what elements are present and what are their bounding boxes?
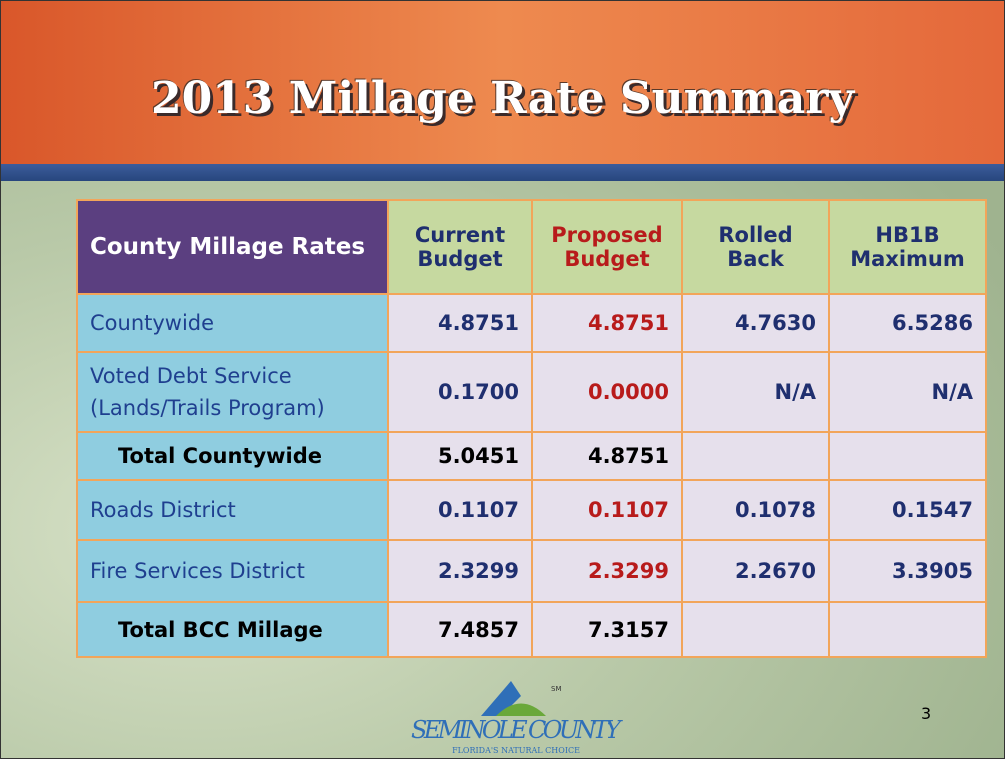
cell: 5.0451 <box>387 431 533 481</box>
cell: 0.1700 <box>387 351 533 433</box>
cell: 0.1107 <box>531 479 683 541</box>
cell: 2.3299 <box>531 539 683 603</box>
column-header: HB1B Maximum <box>828 199 987 295</box>
table-row: Roads District 0.1107 0.1107 0.1078 0.1547 <box>76 479 987 541</box>
table-row: Voted Debt Service (Lands/Trails Program… <box>76 351 987 433</box>
cell <box>828 431 987 481</box>
header-row: County Millage Rates Current Budget Propos… <box>76 199 987 295</box>
page-number: 3 <box>921 704 932 723</box>
table-row: Countywide 4.8751 4.8751 4.7630 6.5286 <box>76 293 987 353</box>
cell: 2.2670 <box>681 539 830 603</box>
banner <box>1 1 1004 166</box>
column-header: County Millage Rates <box>76 199 389 295</box>
logo-shape <box>496 703 546 716</box>
cell: 0.0000 <box>531 351 683 433</box>
row-label: Countywide <box>76 293 389 353</box>
logo: SM SEMINOLE COUNTY FLORIDA'S NATURAL CHO… <box>411 681 623 755</box>
cell: 4.7630 <box>681 293 830 353</box>
row-label: Roads District <box>76 479 389 541</box>
cell: 7.4857 <box>387 601 533 658</box>
cell: N/A <box>828 351 987 433</box>
cell <box>828 601 987 658</box>
cell: 6.5286 <box>828 293 987 353</box>
cell: 4.8751 <box>531 293 683 353</box>
logo-name: SEMINOLE COUNTY <box>411 716 623 744</box>
row-label: Total BCC Millage <box>76 601 389 658</box>
logo-tagline: FLORIDA'S NATURAL CHOICE <box>452 746 580 755</box>
table-row: Total BCC Millage 7.4857 7.3157 <box>76 601 987 658</box>
stripe <box>1 164 1004 181</box>
cell: 3.3905 <box>828 539 987 603</box>
row-label: Voted Debt Service (Lands/Trails Program… <box>76 351 389 433</box>
logo-shape <box>481 681 521 716</box>
cell: 4.8751 <box>387 293 533 353</box>
logo-mark: SM <box>551 685 561 693</box>
cell: 0.1547 <box>828 479 987 541</box>
cell: 7.3157 <box>531 601 683 658</box>
millage-table: County Millage Rates Current Budget Propos… <box>76 199 987 658</box>
cell: 0.1078 <box>681 479 830 541</box>
cell: 4.8751 <box>531 431 683 481</box>
table-row: Fire Services District 2.3299 2.3299 2.2670… <box>76 539 987 603</box>
row-label: Fire Services District <box>76 539 389 603</box>
cell: 0.1107 <box>387 479 533 541</box>
title: 2013 Millage Rate Summary <box>150 73 855 124</box>
cell: 2.3299 <box>387 539 533 603</box>
column-header: Proposed Budget <box>531 199 683 295</box>
table-row: Total Countywide 5.0451 4.8751 <box>76 431 987 481</box>
cell <box>681 431 830 481</box>
cell: N/A <box>681 351 830 433</box>
column-header: Rolled Back <box>681 199 830 295</box>
row-label: Total Countywide <box>76 431 389 481</box>
column-header: Current Budget <box>387 199 533 295</box>
cell <box>681 601 830 658</box>
